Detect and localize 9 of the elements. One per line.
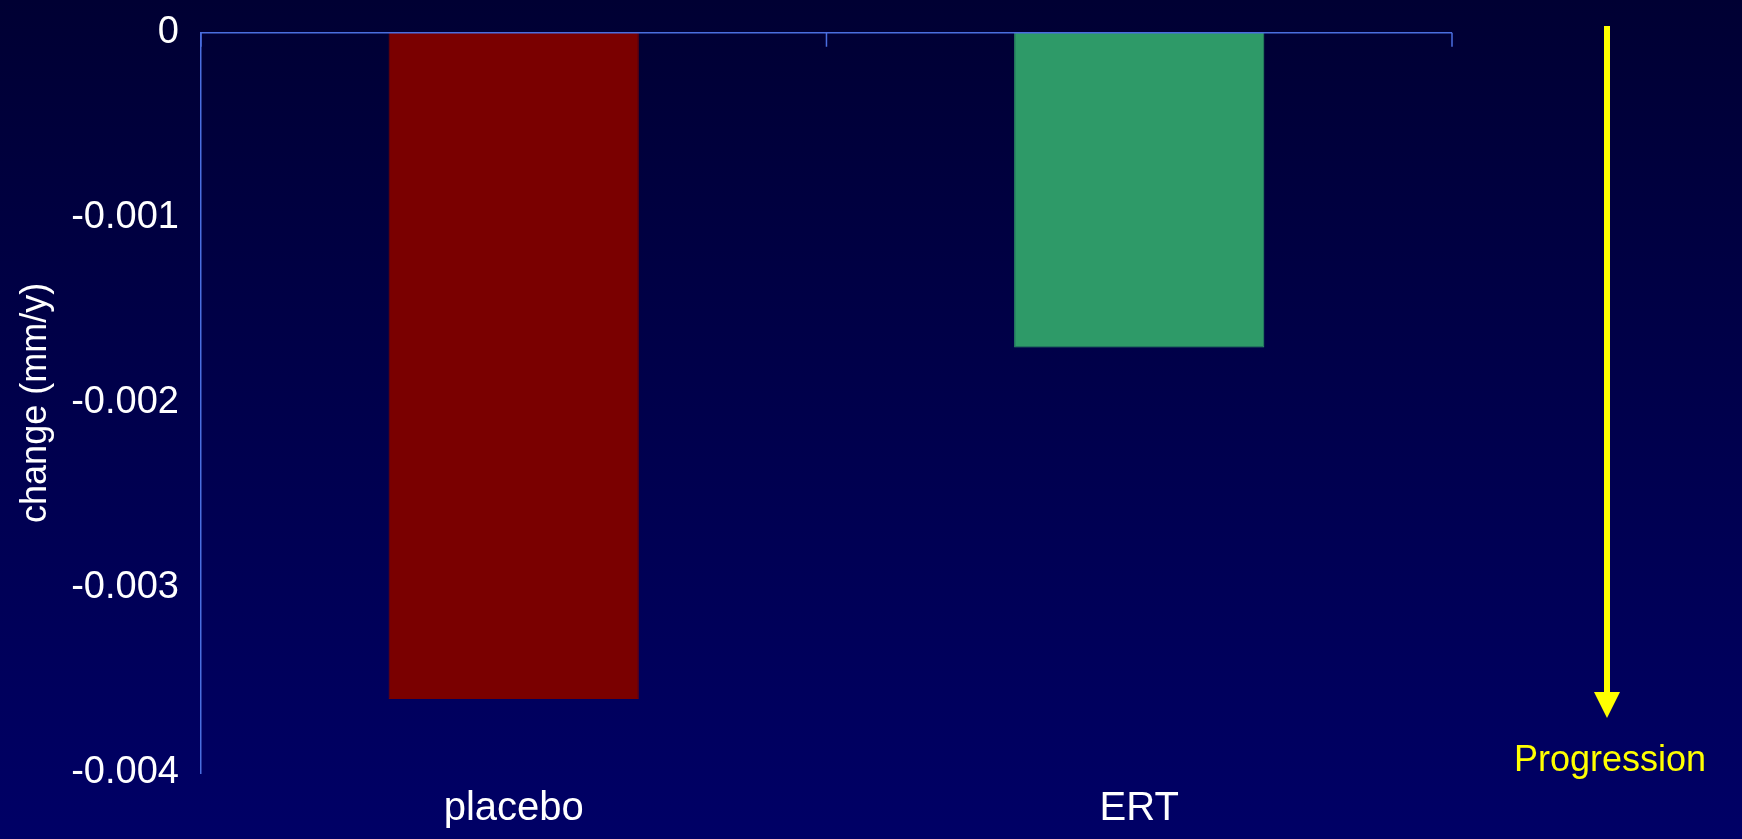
x-tick-label: ERT	[1099, 784, 1179, 829]
y-tick-label: 0	[157, 9, 179, 52]
y-tick-label: -0.004	[71, 749, 179, 792]
x-tick-label: placebo	[443, 784, 584, 829]
y-tick-label: -0.002	[71, 379, 179, 422]
y-tick-label: -0.001	[71, 194, 179, 237]
y-axis-title: change (mm/y)	[12, 282, 54, 523]
y-tick-label: -0.003	[71, 564, 179, 607]
text: Progression	[1512, 738, 1708, 780]
